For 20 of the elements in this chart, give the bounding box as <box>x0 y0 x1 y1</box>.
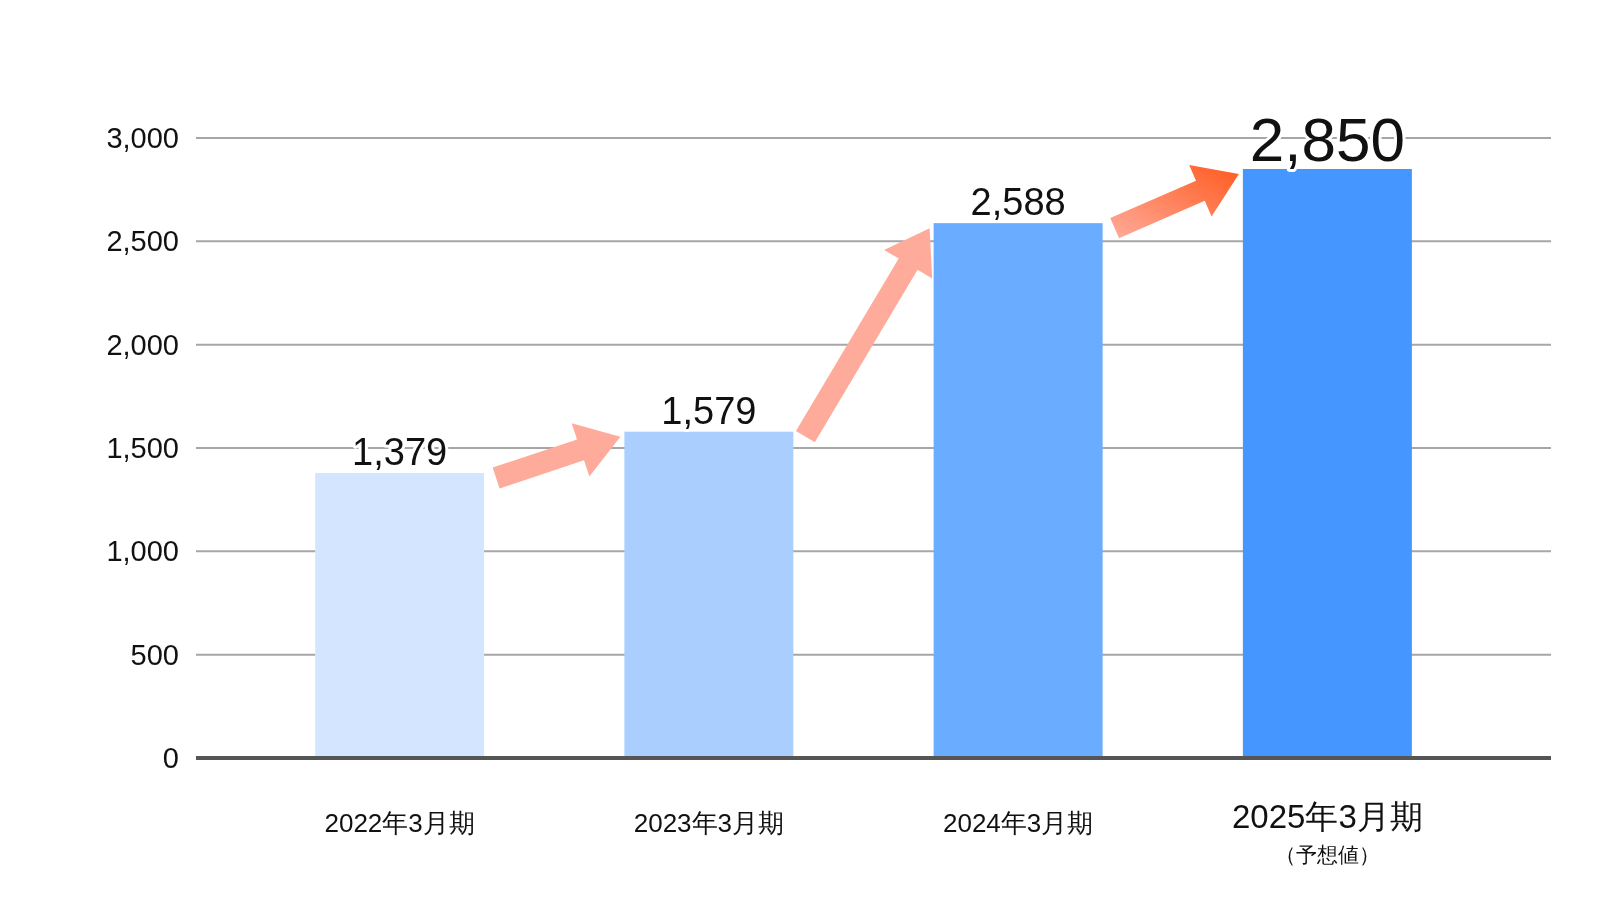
bar <box>933 223 1103 758</box>
x-tick-label: 2023年3月期 <box>633 808 785 838</box>
y-tick-label: 2,000 <box>106 328 179 361</box>
data-label: 1,379 <box>352 431 448 474</box>
y-tick-label: 1,500 <box>106 432 179 464</box>
x-tick-label: 2025年3月期 <box>1231 798 1423 835</box>
y-tick-label: 3,000 <box>106 122 179 154</box>
data-label: 2,588 <box>970 181 1066 224</box>
y-tick-label: 2,500 <box>106 225 179 258</box>
data-label: 2,850 <box>1249 105 1405 174</box>
text: （予想値） <box>1274 843 1380 866</box>
bar <box>1242 169 1412 758</box>
y-tick-label: 1,000 <box>106 535 179 568</box>
x-tick-label: 2022年3月期 <box>324 808 475 838</box>
bar <box>624 431 794 758</box>
bar <box>315 473 485 758</box>
y-tick-label: 500 <box>130 638 179 671</box>
data-label: 1,579 <box>661 389 757 432</box>
y-tick-label: 0 <box>162 742 179 774</box>
x-tick-label: 2024年3月期 <box>942 808 1094 838</box>
